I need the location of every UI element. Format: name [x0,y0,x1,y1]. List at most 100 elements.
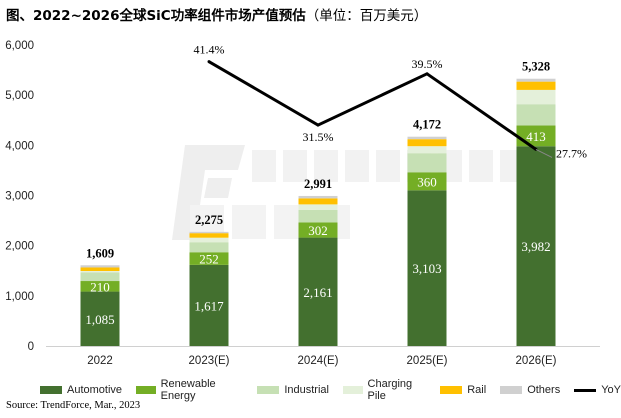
watermark-brand-glyph [314,150,338,182]
y-tick-label: 3,000 [5,191,34,203]
legend-label: Charging Pile [367,378,413,402]
bar-rail [407,139,447,147]
total-label: 1,609 [86,246,114,260]
legend: Automotive Renewable Energy Industrial Char… [40,378,621,402]
bar-value-label: 3,103 [412,261,441,276]
yoy-label: 27.7% [556,146,587,160]
bar-value-label: 302 [308,223,328,238]
legend-line-swatch [574,388,597,392]
bar-others [298,195,338,199]
yoy-point [425,72,429,76]
bar-industrial [189,242,229,253]
yoy-label: 41.4% [194,43,225,57]
bar-automotive [298,237,338,346]
bar-others [189,231,229,234]
legend-item: Renewable Energy [136,378,243,402]
bar-charging-pile [80,271,120,273]
bar-automotive [407,190,447,346]
bar-rail [516,81,556,90]
bar-automotive [516,146,556,346]
y-tick-label: 0 [28,341,34,353]
watermark-cn-glyph [232,205,266,239]
bar-charging-pile [189,237,229,243]
bar-value-label: 2,161 [303,285,332,300]
bar-value-label: 210 [90,279,110,294]
bar-value-label: 1,617 [194,298,224,313]
bar-value-label: 360 [417,174,437,189]
legend-label: Industrial [284,384,329,396]
y-tick-label: 4,000 [5,140,34,152]
yoy-label-leader [535,148,553,158]
bar-others [407,136,447,140]
x-tick-label: 2024(E) [298,355,339,367]
x-tick-label: 2023(E) [189,355,230,367]
bar-renewable-energy [189,252,229,265]
bar-industrial [298,209,338,223]
total-label: 2,991 [304,177,332,191]
legend-label: Rail [467,384,487,396]
bar-renewable-energy [407,172,447,191]
legend-item: Charging Pile [342,378,426,402]
bar-charging-pile [298,204,338,210]
legend-item: Industrial [257,384,329,396]
bar-renewable-energy [298,222,338,238]
total-label: 5,328 [522,60,550,74]
bar-value-label: 413 [526,129,546,144]
bar-rail [80,267,120,272]
legend-label: Others [527,384,561,396]
bar-automotive [189,264,229,346]
watermark-brand-glyph [345,150,369,182]
legend-item: Others [500,384,560,396]
bar-automotive [80,291,120,346]
legend-item: YoY [574,384,621,396]
y-tick-label: 2,000 [5,241,34,253]
total-label: 2,275 [195,213,223,227]
legend-swatch [500,386,523,394]
legend-label: Renewable Energy [160,378,216,402]
watermark-brand-glyph [469,150,493,182]
yoy-point [316,123,320,127]
yoy-label: 39.5% [412,57,443,71]
x-tick-label: 2025(E) [407,355,448,367]
watermark-brand-glyph [283,150,307,182]
bar-industrial [80,272,120,282]
legend-label: Automotive [67,384,123,396]
bar-rail [189,233,229,238]
bar-charging-pile [407,146,447,154]
x-tick-label: 2026(E) [516,355,557,367]
legend-label: YoY [601,384,621,396]
y-tick-label: 1,000 [5,291,34,303]
bar-value-label: 252 [199,252,219,267]
title-main: 图、2022~2026全球SiC功率组件市场产值预估 [6,8,306,24]
watermark-logo [204,178,232,198]
x-tick-label: 2022 [87,355,113,367]
yoy-label: 31.5% [303,130,334,144]
legend-item: Rail [440,384,486,396]
source-note: Source: TrendForce, Mar., 2023 [6,400,141,411]
watermark-brand-glyph [252,150,276,182]
legend-swatch [342,386,363,394]
bar-value-label: 3,982 [521,239,550,254]
legend-swatch [440,386,463,394]
bar-value-label: 1,085 [85,312,114,327]
y-tick-label: 6,000 [5,40,34,52]
legend-item: Automotive [40,384,122,396]
legend-swatch [40,386,62,394]
chart-title: 图、2022~2026全球SiC功率组件市场产值预估（单位：百万美元） [6,4,427,24]
bar-others [80,265,120,268]
bar-renewable-energy [80,281,120,292]
total-label: 4,172 [413,118,441,132]
bar-rail [298,198,338,205]
title-unit: （单位：百万美元） [305,8,428,24]
legend-swatch [257,386,280,394]
bar-industrial [407,153,447,173]
bar-others [516,78,556,82]
y-tick-label: 5,000 [5,90,34,102]
bar-industrial [516,104,556,126]
yoy-point [207,60,211,64]
legend-swatch [136,386,156,394]
yoy-line [208,60,537,151]
watermark-brand-glyph [376,150,400,182]
